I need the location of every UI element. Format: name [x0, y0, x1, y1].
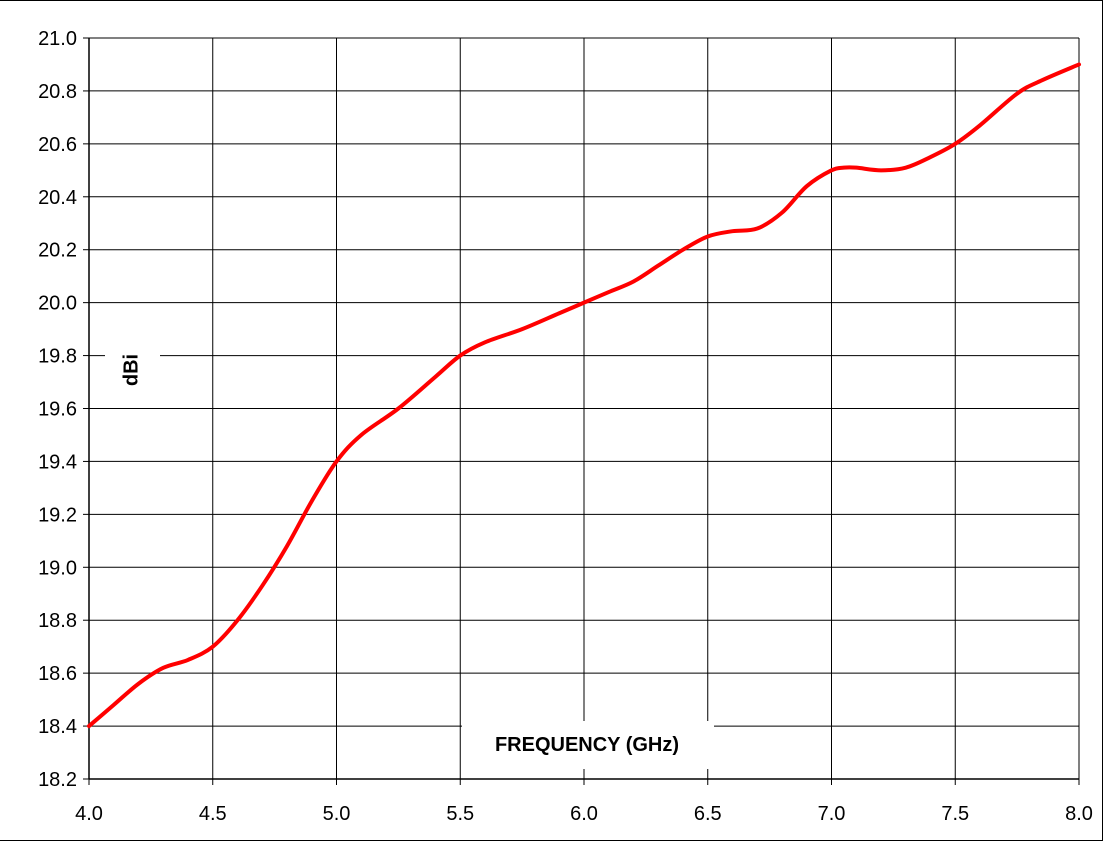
x-tick-label: 6.5 — [694, 803, 722, 825]
x-axis-title-background — [462, 721, 714, 769]
y-tick-label: 19.6 — [38, 399, 77, 421]
y-tick-label: 18.4 — [38, 716, 77, 738]
y-tick-label: 19.4 — [38, 451, 77, 473]
y-tick-label: 21.0 — [38, 28, 77, 50]
series-line — [87, 62, 1081, 729]
x-tick-label: 8.0 — [1065, 803, 1093, 825]
y-tick-label: 20.8 — [38, 81, 77, 103]
x-tick-label: 5.5 — [446, 803, 474, 825]
y-axis-title-background — [105, 336, 160, 404]
x-tick-label: 7.5 — [941, 803, 969, 825]
y-tick-label: 19.8 — [38, 346, 77, 368]
y-tick-label: 19.2 — [38, 504, 77, 526]
series-lines — [87, 62, 1081, 729]
y-tick-label: 20.4 — [38, 187, 77, 209]
tick-labels: 18.2 18.4 18.6 18.8 19.0 19.2 19.4 19.6 19.8 20.0… — [38, 28, 1093, 825]
y-tick-label: 18.8 — [38, 610, 77, 632]
y-tick-label: 18.2 — [38, 769, 77, 791]
y-tick-label: 19.0 — [38, 557, 77, 579]
y-tick-label: 20.2 — [38, 240, 77, 262]
y-tick-label: 20.6 — [38, 134, 77, 156]
x-axis-title: FREQUENCY (GHz) — [495, 734, 679, 756]
x-tick-label: 4.5 — [199, 803, 227, 825]
y-tick-label: 18.6 — [38, 663, 77, 685]
y-axis-title: dBi — [120, 354, 142, 386]
x-tick-label: 4.0 — [75, 803, 103, 825]
x-tick-label: 7.0 — [818, 803, 846, 825]
x-tick-label: 5.0 — [323, 803, 351, 825]
x-tick-label: 6.0 — [570, 803, 598, 825]
y-tick-label: 20.0 — [38, 293, 77, 315]
axes — [83, 37, 1080, 785]
